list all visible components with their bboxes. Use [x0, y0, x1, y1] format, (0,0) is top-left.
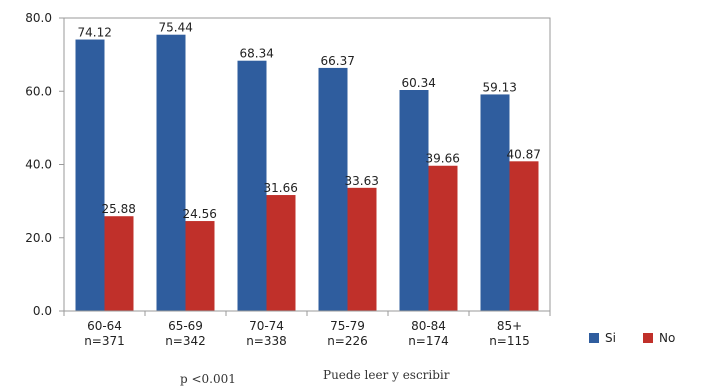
category-count-label: n=342 [165, 334, 206, 348]
bar-no-75-79 [347, 187, 377, 311]
category-count-label: n=338 [246, 334, 287, 348]
data-label-no-65-69: 24.56 [183, 207, 217, 221]
y-axis-ticks: 0.0 20.0 40.0 60.0 80.0 [25, 11, 64, 318]
bar-si-75-79 [318, 67, 348, 311]
data-label-no-85+: 40.87 [507, 147, 541, 161]
category-count-label: n=226 [327, 334, 368, 348]
legend-label-si: Si [605, 331, 616, 345]
data-label-no-60-64: 25.88 [102, 202, 136, 216]
legend: Si No [589, 331, 675, 345]
data-label-si-65-69: 75.44 [159, 21, 193, 35]
plot-area-border [63, 17, 551, 312]
data-label-no-70-74: 31.66 [264, 181, 298, 195]
category-label: 60-64 [87, 319, 122, 333]
legend-label-no: No [659, 331, 675, 345]
data-label-si-70-74: 68.34 [240, 47, 274, 61]
bar-no-70-74 [266, 195, 296, 311]
y-tick-label: 0.0 [33, 304, 52, 318]
category-label: 75-79 [330, 319, 365, 333]
category-count-label: n=115 [489, 334, 530, 348]
data-label-si-85+: 59.13 [483, 80, 517, 94]
category-count-label: n=174 [408, 334, 449, 348]
y-tick-label: 20.0 [25, 231, 52, 245]
bar-no-60-64 [104, 216, 134, 311]
p-value-annotation: p <0.001 [180, 372, 236, 386]
data-label-si-75-79: 66.37 [321, 54, 355, 68]
bar-no-65-69 [185, 221, 215, 311]
bar-si-70-74 [237, 60, 267, 312]
bar-si-65-69 [156, 34, 186, 312]
legend-swatch-no [643, 333, 653, 343]
category-label: 65-69 [168, 319, 203, 333]
data-label-no-80-84: 39.66 [426, 152, 460, 166]
category-label: 85+ [497, 319, 522, 333]
legend-swatch-si [589, 333, 599, 343]
category-label: 80-84 [411, 319, 446, 333]
x-axis-title: Puede leer y escribir [323, 368, 450, 382]
category-count-label: n=371 [84, 334, 125, 348]
category-label: 70-74 [249, 319, 284, 333]
data-label-si-60-64: 74.12 [78, 26, 112, 40]
bar-si-80-84 [399, 90, 429, 311]
x-axis-labels: 60-64n=371 65-69n=342 70-74n=338 75-79n=226… [63, 311, 551, 348]
data-label-no-75-79: 33.63 [345, 174, 379, 188]
y-tick-label: 80.0 [25, 11, 52, 25]
y-tick-label: 60.0 [25, 84, 52, 98]
data-label-si-80-84: 60.34 [402, 76, 436, 90]
data-labels: 74.12 25.88 75.44 24.56 68.34 31.66 66.37 33.63… [78, 21, 541, 221]
y-tick-label: 40.0 [25, 158, 52, 172]
bar-si-85+ [480, 94, 510, 312]
bar-no-85+ [509, 161, 539, 311]
bar-no-80-84 [428, 165, 458, 311]
bars [75, 34, 539, 312]
bar-si-60-64 [75, 39, 105, 312]
